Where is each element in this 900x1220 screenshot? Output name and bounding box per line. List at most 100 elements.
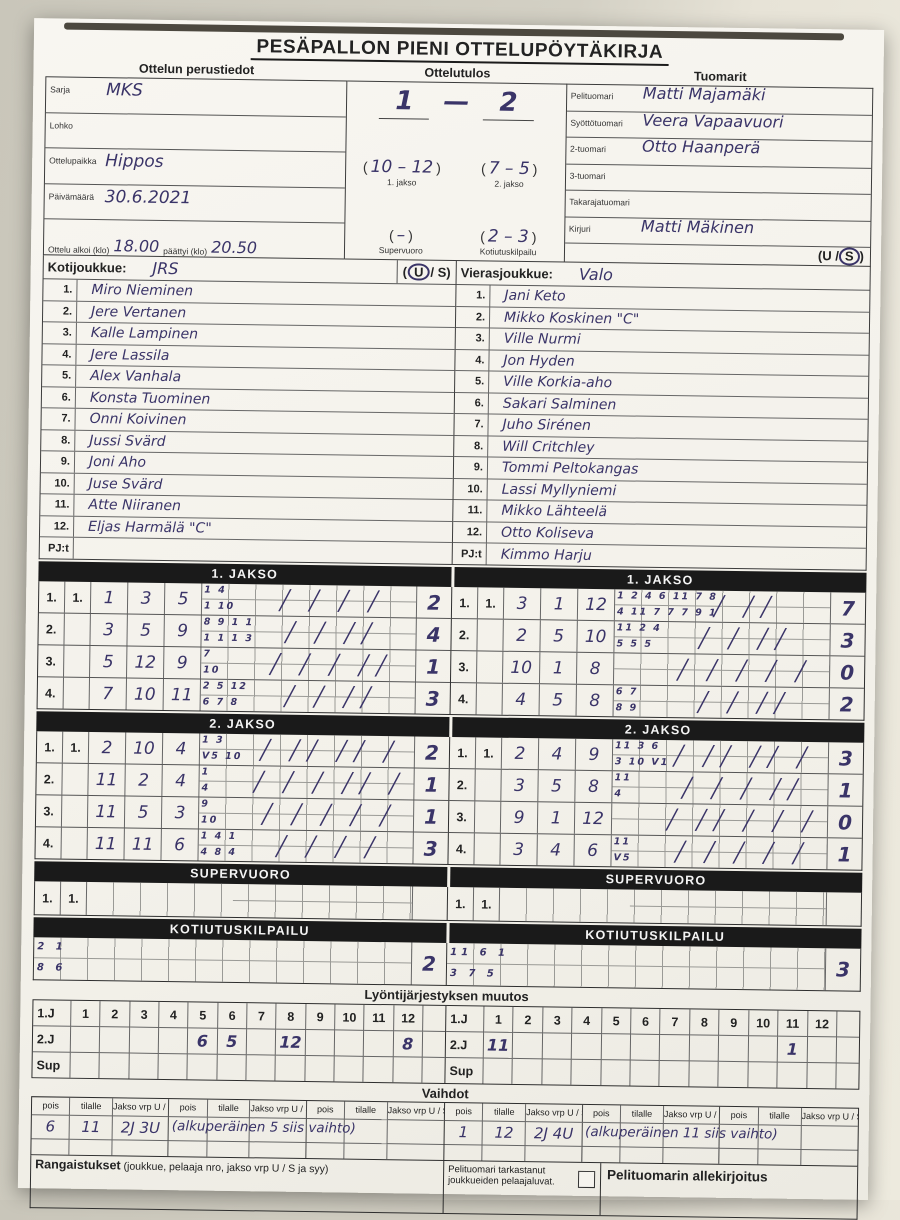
ottelupaikka-value: Hippos xyxy=(105,151,164,172)
vaihdot-note: (alkuperäinen 5 siis vaihto) xyxy=(172,1118,356,1137)
row-label: 1. xyxy=(450,737,476,768)
row-label2: 1. xyxy=(65,582,91,613)
row-label: 3. xyxy=(36,795,62,826)
sarja-label: Sarja xyxy=(50,84,70,94)
row-score: 1 xyxy=(827,838,861,869)
detail-strip: 2 1 8 6 xyxy=(34,937,413,984)
home-roster: Kotijoukkue: JRS (U/ S) 1.Miro Nieminen … xyxy=(40,255,457,564)
row-score xyxy=(827,892,861,925)
slash-marks: ╱ ╱ ╱╱ xyxy=(614,621,829,655)
supervuoro-home: 1. 1. xyxy=(35,881,448,920)
pois-header: pois xyxy=(445,1103,484,1122)
muutos-value: 12 xyxy=(276,1030,306,1056)
muutos-row1-label: 1.J xyxy=(446,1006,484,1033)
player-name: Mikko Koskinen "C" xyxy=(490,309,639,327)
entry-cell: 8 xyxy=(577,653,614,685)
field-sarja: Sarja MKS xyxy=(46,77,347,117)
entry-cell: 11 xyxy=(164,679,201,711)
col-header: 6 xyxy=(631,1009,661,1035)
tilalle-value: 12 xyxy=(483,1121,526,1146)
row-score: 1 xyxy=(828,774,862,805)
muutos-value xyxy=(631,1035,661,1061)
col-header: 9 xyxy=(306,1004,336,1030)
muutos-row1-label: 1.J xyxy=(33,1000,71,1027)
slash-marks: ╱ ╱ ╱ ╱ ╱ xyxy=(611,835,826,869)
row-label: 1. xyxy=(37,731,63,762)
entry-cell: 11 xyxy=(88,764,125,796)
pelituomari-label: Pelituomari xyxy=(571,91,614,102)
col-header: 5 xyxy=(602,1008,632,1034)
muutos-value xyxy=(748,1036,778,1062)
player-number: 3. xyxy=(43,322,77,343)
supervuoro-score-value: – xyxy=(397,225,406,245)
row-label2 xyxy=(477,619,503,650)
col-header: 1 xyxy=(71,1001,101,1027)
entry-cell: 4 xyxy=(537,834,574,866)
kotiutuskilpailu-score-value: 2 – 3 xyxy=(488,226,529,247)
row-score: 2 xyxy=(829,688,863,719)
entry-cell: 12 xyxy=(575,803,612,835)
row-label: 1. xyxy=(39,581,65,612)
muutos-blank xyxy=(276,1056,306,1081)
home-us-mark: (U/ S) xyxy=(397,260,456,284)
syottotuomari-name: Veera Vapaavuori xyxy=(642,110,783,131)
muutos-blank xyxy=(778,1063,808,1088)
player-number: 3. xyxy=(456,328,490,349)
player-number: 11. xyxy=(40,494,74,515)
row-label2 xyxy=(474,833,500,864)
vaihdot-blank xyxy=(112,1140,168,1156)
pois-header: pois xyxy=(169,1099,208,1118)
entry-cell: 6 xyxy=(574,835,611,867)
muutos-blank xyxy=(748,1062,778,1087)
player-name: Miro Nieminen xyxy=(77,282,193,300)
muutos-value xyxy=(159,1028,189,1054)
entry-cell: 2 xyxy=(89,732,126,764)
player-name: Kalle Lampinen xyxy=(77,325,198,343)
rangaistukset-sublabel: (joukkue, pelaaja nro, jakso vrp U / S j… xyxy=(123,1160,328,1175)
row-label2 xyxy=(475,801,501,832)
muutos-value xyxy=(71,1027,101,1053)
tilalle-value: 11 xyxy=(70,1116,113,1141)
entry-cell: 5 xyxy=(540,684,577,716)
player-name: Jussi Svärd xyxy=(75,432,166,449)
lohko-label: Lohko xyxy=(50,120,73,130)
vaihdot-note: (alkuperäinen 11 siis vaihto) xyxy=(585,1124,778,1143)
entry-cell: 5 xyxy=(165,583,202,615)
away-team-name: Valo xyxy=(579,265,870,288)
home-pjt-row: PJ:t xyxy=(40,537,452,564)
row-score: 0 xyxy=(830,656,864,687)
away-final-score: 2 xyxy=(483,87,534,121)
col-header: 2 xyxy=(100,1001,130,1027)
row-label: 1. xyxy=(35,881,61,914)
slash-marks: ╱ ╱ ╱╱ xyxy=(201,680,415,714)
pois-header: pois xyxy=(32,1097,71,1116)
supervuoro-row: 1. 1. xyxy=(35,881,447,920)
entry-cell: 11 xyxy=(88,796,125,828)
pois-value: 6 xyxy=(32,1115,71,1140)
col-header: 7 xyxy=(247,1003,277,1029)
vaihdot-blank xyxy=(801,1150,858,1166)
alkoi-label: Ottelu alkoi (klo) xyxy=(48,244,110,255)
row-label: 3. xyxy=(449,801,475,832)
slash-marks: ╱ ╱ ╱╱ xyxy=(614,685,829,719)
vaihdot-blank xyxy=(207,1142,250,1158)
umpires: Tuomarit Pelituomari Matti Majamäki Syöt… xyxy=(564,67,873,267)
player-name: Atte Niiranen xyxy=(74,497,181,514)
player-name: Jere Lassila xyxy=(76,346,169,363)
player-name: Otto Koliseva xyxy=(487,524,594,541)
col-header: 10 xyxy=(335,1004,365,1030)
kotiutuskilpailu-away: 11 6 1 3 7 5 3 xyxy=(447,943,861,991)
muutos-value xyxy=(719,1036,749,1062)
row-label: 2. xyxy=(38,613,64,644)
player-number: 6. xyxy=(455,393,489,414)
col-header: 8 xyxy=(276,1004,306,1030)
paattyi-value: 20.50 xyxy=(211,238,257,258)
